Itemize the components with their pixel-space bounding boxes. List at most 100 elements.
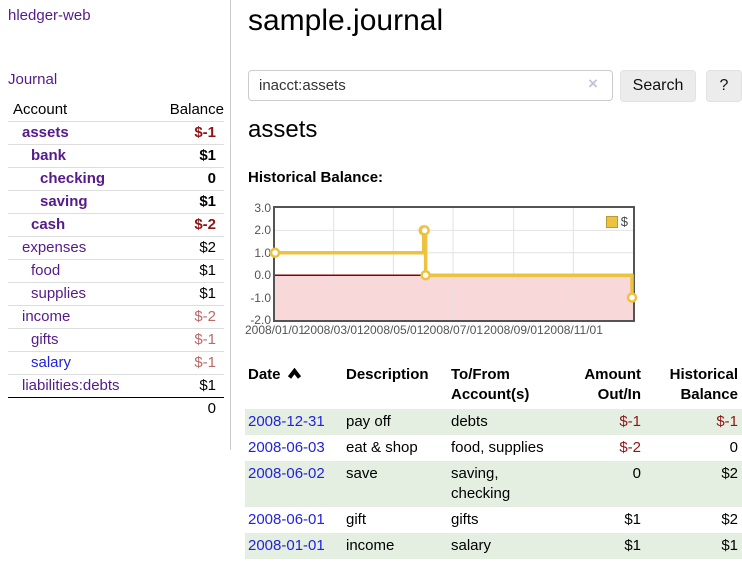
transaction-amount: $-2 <box>619 439 641 456</box>
transaction-balance: $2 <box>721 511 738 528</box>
account-balance: $1 <box>149 144 224 168</box>
transaction-description: income <box>346 537 395 554</box>
sidebar-account-gifts[interactable]: gifts <box>31 331 59 348</box>
sidebar-account-cash[interactable]: cash <box>31 216 66 233</box>
transaction-row: 2008-12-31 pay off debts $-1 $-1 <box>245 409 742 435</box>
account-row: gifts $-1 <box>8 328 224 352</box>
transaction-description: eat & shop <box>346 439 418 456</box>
historical-balance-chart: 3.0 2.0 1.0 0.0 -1.0 -2.0 $ 2008/01/01 2008/03… <box>245 0 742 345</box>
legend-swatch-icon <box>605 215 618 228</box>
register-header-description: Description <box>346 366 429 383</box>
transaction-accounts: debts <box>451 413 488 430</box>
account-row: income $-2 <box>8 305 224 329</box>
account-row: cash $-2 <box>8 213 224 237</box>
sidebar-account-assets[interactable]: assets <box>22 124 69 141</box>
search-input[interactable] <box>248 70 613 101</box>
transaction-balance: $-1 <box>716 413 738 430</box>
transaction-description: gift <box>346 511 367 528</box>
transaction-accounts: salary <box>451 537 492 554</box>
sidebar-account-supplies[interactable]: supplies <box>31 285 87 302</box>
sidebar: hledger-web Journal Account Balance asse… <box>0 0 231 450</box>
account-row: checking 0 <box>8 167 224 191</box>
account-balance: $1 <box>149 190 224 214</box>
account-row: bank $1 <box>8 144 224 168</box>
sidebar-account-checking[interactable]: checking <box>40 170 106 187</box>
account-row: food $1 <box>8 259 224 283</box>
transaction-accounts: gifts <box>451 511 479 528</box>
sidebar-account-bank[interactable]: bank <box>31 147 67 164</box>
x-axis-tick-label: 2008/05/01 <box>363 323 424 337</box>
data-point-marker <box>626 292 638 303</box>
chart-canvas <box>269 208 638 320</box>
transaction-amount: 0 <box>632 465 641 482</box>
sidebar-account-salary[interactable]: salary <box>31 354 72 371</box>
register-header-date[interactable]: Date <box>245 360 343 409</box>
transaction-balance: $2 <box>721 465 738 482</box>
transaction-row: 2008-01-01 income salary $1 $1 <box>245 533 742 559</box>
balance-chart-plot[interactable]: $ <box>269 206 638 322</box>
accounts-table: Account Balance assets $-1 bank $1 checking 0… <box>8 101 224 420</box>
register-header-amount-outin: Amount Out/In <box>584 366 641 403</box>
search-button[interactable]: Search <box>620 70 696 102</box>
data-point-marker <box>420 269 431 281</box>
y-axis-tick-label: -1.0 <box>250 290 271 305</box>
register-table: Date Description To/From Account(s) Amount Ou… <box>245 360 742 559</box>
x-axis-tick-label: 2008/11/01 <box>543 323 603 337</box>
register-header-row: Date Description To/From Account(s) Amount Ou… <box>245 360 742 409</box>
transaction-description: pay off <box>346 413 391 430</box>
x-axis-tick-label: 2008/01/01 <box>244 323 306 337</box>
account-row: liabilities:debts $1 <box>8 374 224 398</box>
transaction-row: 2008-06-03 eat & shop food, supplies $-2 0 <box>245 435 742 461</box>
account-balance: $-2 <box>149 305 224 329</box>
transaction-date-link[interactable]: 2008-12-31 <box>248 413 325 430</box>
sidebar-item-journal[interactable]: Journal <box>8 71 58 88</box>
sidebar-account-saving[interactable]: saving <box>40 193 88 210</box>
sidebar-account-food[interactable]: food <box>31 262 61 279</box>
account-balance: $2 <box>149 236 224 260</box>
x-axis-tick-label: 2008/03/01 <box>303 323 364 337</box>
account-balance: $1 <box>149 282 224 306</box>
account-row: supplies $1 <box>8 282 224 306</box>
account-balance: $-1 <box>149 328 224 352</box>
transaction-date-link[interactable]: 2008-06-01 <box>248 511 325 528</box>
y-axis-tick-label: 0.0 <box>254 268 271 283</box>
sidebar-account-income[interactable]: income <box>22 308 71 325</box>
account-row: assets $-1 <box>8 121 224 145</box>
account-row: saving $1 <box>8 190 224 214</box>
sort-chevron-up-icon <box>287 368 301 379</box>
x-axis-tick-label: 2008/09/01 <box>483 323 544 337</box>
accounts-total-balance: 0 <box>207 400 216 417</box>
accounts-total-row: 0 <box>8 398 224 421</box>
legend-label: $ <box>620 214 628 229</box>
account-heading: assets <box>248 116 318 143</box>
transaction-row: 2008-06-02 save saving, checking 0 $2 <box>245 461 742 507</box>
page-title: sample.journal <box>248 4 444 37</box>
account-balance: $1 <box>149 259 224 283</box>
account-balance: $1 <box>149 374 224 398</box>
transaction-description: save <box>346 465 378 482</box>
accounts-header-balance: Balance <box>149 101 224 122</box>
account-balance: $-1 <box>149 351 224 375</box>
clear-search-icon[interactable]: × <box>588 74 598 93</box>
data-point-marker <box>419 225 430 236</box>
y-axis-tick-label: 3.0 <box>254 201 271 215</box>
transaction-date-link[interactable]: 2008-06-03 <box>248 439 325 456</box>
brand-link[interactable]: hledger-web <box>8 7 91 24</box>
transaction-accounts: saving, checking <box>451 465 511 502</box>
account-row: salary $-1 <box>8 351 224 375</box>
transaction-balance: $1 <box>721 537 738 554</box>
data-point-marker <box>269 247 281 259</box>
chart-legend: $ <box>605 214 628 229</box>
sidebar-account-expenses[interactable]: expenses <box>22 239 87 256</box>
account-balance: $-1 <box>149 121 224 145</box>
accounts-header-row: Account Balance <box>8 101 224 122</box>
register-header-tofrom-accounts: To/From Account(s) <box>451 366 530 403</box>
y-axis-tick-label: -2.0 <box>250 313 271 327</box>
sidebar-account-liabilities-debts[interactable]: liabilities:debts <box>22 377 120 394</box>
register-header-historical-balance: Historical Balance <box>669 366 738 403</box>
account-balance: $-2 <box>149 213 224 237</box>
transaction-amount: $-1 <box>619 413 641 430</box>
transaction-date-link[interactable]: 2008-01-01 <box>248 537 325 554</box>
transaction-date-link[interactable]: 2008-06-02 <box>248 465 325 482</box>
x-axis-tick-label: 2008/07/01 <box>422 323 484 337</box>
